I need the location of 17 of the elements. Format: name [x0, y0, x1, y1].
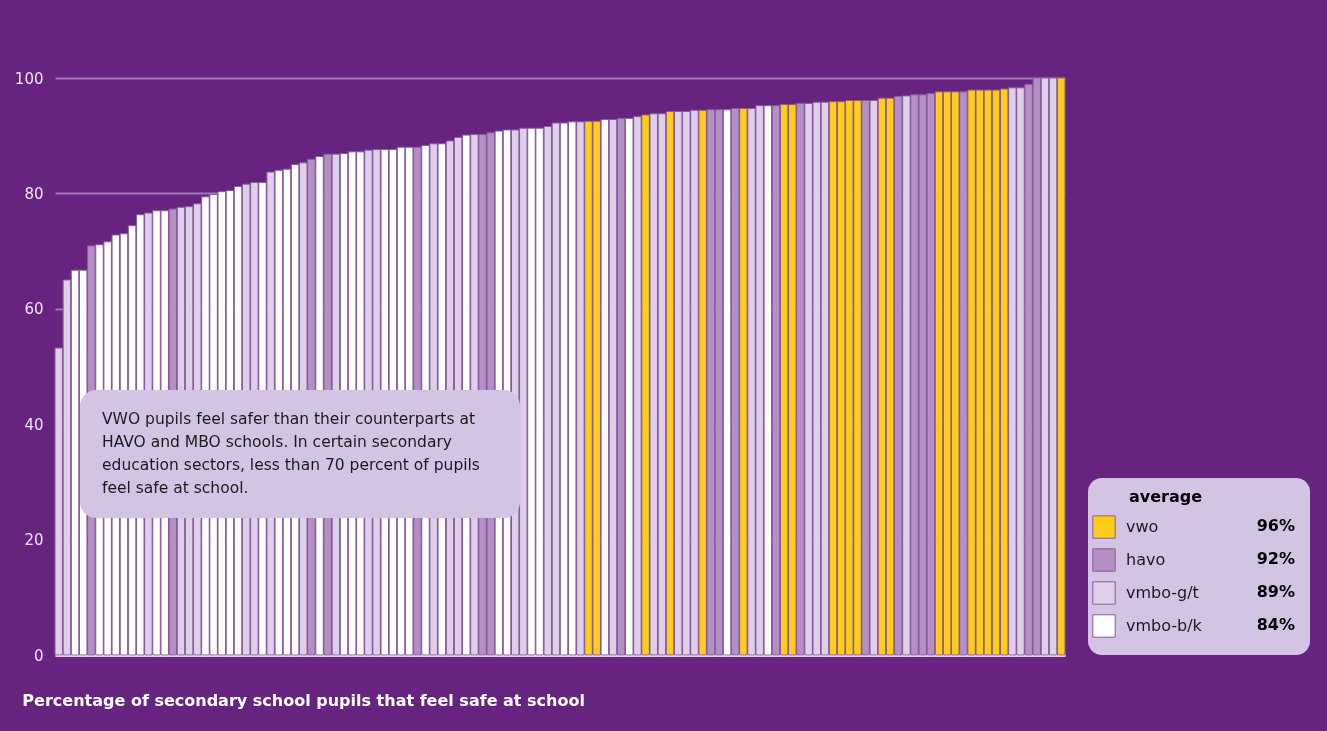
y-tick-label: 60: [24, 300, 44, 319]
text: 84%: [1256, 615, 1295, 634]
text: 96%: [1256, 516, 1295, 535]
text: 89%: [1256, 582, 1295, 601]
legend-label: vmbo-b/k: [1126, 616, 1203, 635]
y-tick-label: 0: [33, 646, 44, 665]
text: 92%: [1256, 549, 1295, 568]
legend-label: vmbo-g/t: [1126, 583, 1199, 602]
y-tick-label: 80: [24, 184, 44, 203]
y-tick-label: 100: [14, 69, 44, 88]
y-tick-label: 40: [24, 415, 44, 434]
y-tick-label: 20: [24, 531, 44, 550]
legend-label: vwo: [1126, 517, 1159, 536]
note-box: VWO pupils feel safer than their counterparts at HAVO and MBO schools. In certain secondary education sectors, less than 70 percent of pupils feel safe at school.: [80, 390, 520, 518]
text: Percentage of secondary school pupils that feel safe at school: [22, 691, 585, 710]
legend-label: havo: [1126, 550, 1166, 569]
legend-title: average: [1128, 487, 1203, 506]
